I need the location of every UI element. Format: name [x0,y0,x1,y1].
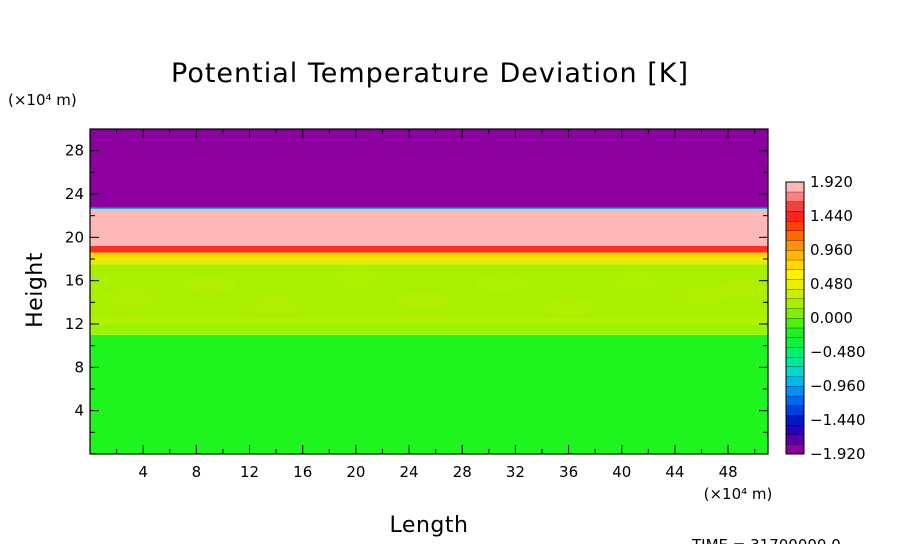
plot-area [89,128,769,455]
colorbar-label: −1.920 [810,445,866,463]
y-axis-unit: (×10⁴ m) [8,91,77,109]
heatmap-bands [90,129,768,454]
time-label: TIME = 31700000.0 [691,536,841,544]
heatmap-band-3 [90,252,768,265]
plot-frame [89,128,769,455]
colorbar-swatch [785,259,805,270]
y-tick-label: 28 [65,142,84,160]
x-ticks [116,129,756,454]
colorbar-swatch [785,376,805,387]
colorbar-swatch [785,240,805,251]
chart-title: Potential Temperature Deviation [K] [171,58,689,89]
texture-blob-8 [675,286,728,305]
colorbar-swatch [785,346,805,358]
colorbar-label: −0.480 [810,343,866,361]
x-tick-labels: 4 8 12 16 20 24 28 32 36 40 44 48 [138,463,737,481]
colorbar-labels: 1.920 1.440 0.960 0.480 0.000 −0.480 −0.960 −1.… [810,173,866,463]
x-tick-label: 20 [346,463,365,481]
colorbar-swatch [785,220,805,232]
x-axis-title: Length [390,513,469,538]
colorbar-label: 0.960 [810,241,853,259]
texture-blob-4 [396,291,449,310]
heatmap-band-4 [90,246,768,253]
y-tick-label: 20 [65,228,84,246]
y-tick-label: 12 [65,315,84,333]
colorbar-label: 1.440 [810,207,853,225]
y-ticks [90,150,768,433]
colorbar-swatches [785,181,805,455]
colorbar-swatch [785,308,805,319]
texture-blob-7 [609,271,662,290]
x-tick-label: 44 [665,463,684,481]
colorbar-label: 0.480 [810,275,853,293]
heatmap-band-5 [90,209,768,246]
colorbar-swatch [785,424,805,436]
texture-strip [90,317,768,324]
y-tick-label: 4 [74,402,84,420]
colorbar-swatch [785,444,805,455]
heatmap-band-7 [90,129,768,208]
colorbar-swatch [785,191,805,202]
colorbar-label: 1.920 [810,173,853,191]
colorbar-swatch [785,230,805,241]
x-tick-label: 28 [453,463,472,481]
x-tick-label: 32 [506,463,525,481]
x-tick-label: 48 [719,463,738,481]
texture-blob-6 [542,297,595,316]
x-tick-label: 40 [612,463,631,481]
colorbar-frame [785,181,805,455]
colorbar-swatch [785,337,805,348]
y-axis-title: Height [23,252,48,328]
colorbar-swatch [785,385,805,397]
colorbar-swatch [785,366,805,377]
colorbar-swatch [785,434,805,445]
colorbar-label: −1.440 [810,411,866,429]
y-tick-label: 16 [65,272,84,290]
colorbar-label: 0.000 [810,309,853,327]
colorbar-swatch [785,269,805,280]
colorbar-swatch [785,414,805,426]
x-tick-label: 4 [138,463,148,481]
heatmap-texture [90,252,768,324]
colorbar-swatch [785,181,805,193]
texture-blob-2 [250,295,303,314]
colorbar-swatch [785,356,805,368]
texture-blob-0 [103,287,156,306]
texture-blob-3 [329,269,382,288]
y-tick-label: 24 [65,185,84,203]
colorbar-swatch [785,278,805,290]
texture-blob-5 [476,273,529,292]
heatmap-band-0 [90,334,768,454]
y-tick-label: 8 [74,358,84,376]
texture-blob-1 [183,276,236,294]
colorbar-swatch [785,210,805,222]
texture-blob-9 [715,280,768,299]
colorbar-swatch [785,395,805,406]
x-tick-label: 12 [240,463,259,481]
colorbar-swatch [785,317,805,329]
x-axis-unit: (×10⁴ m) [704,485,773,503]
x-tick-label: 8 [192,463,202,481]
x-tick-label: 24 [400,463,419,481]
colorbar-swatch [785,298,805,309]
x-tick-label: 16 [293,463,312,481]
colorbar-label: −0.960 [810,377,866,395]
colorbar: 1.920 1.440 0.960 0.480 0.000 −0.480 −0.960 −1.… [785,173,866,463]
x-tick-label: 36 [559,463,578,481]
colorbar-swatch [785,327,805,338]
colorbar-swatch [785,201,805,212]
colorbar-swatch [785,405,805,416]
colorbar-swatch [785,288,805,300]
texture-highlight [90,252,768,257]
heatmap-band-1 [90,324,768,335]
y-tick-labels: 4 8 12 16 20 24 28 [65,142,84,420]
colorbar-swatch [785,249,805,261]
heatmap-band-6 [90,207,768,210]
